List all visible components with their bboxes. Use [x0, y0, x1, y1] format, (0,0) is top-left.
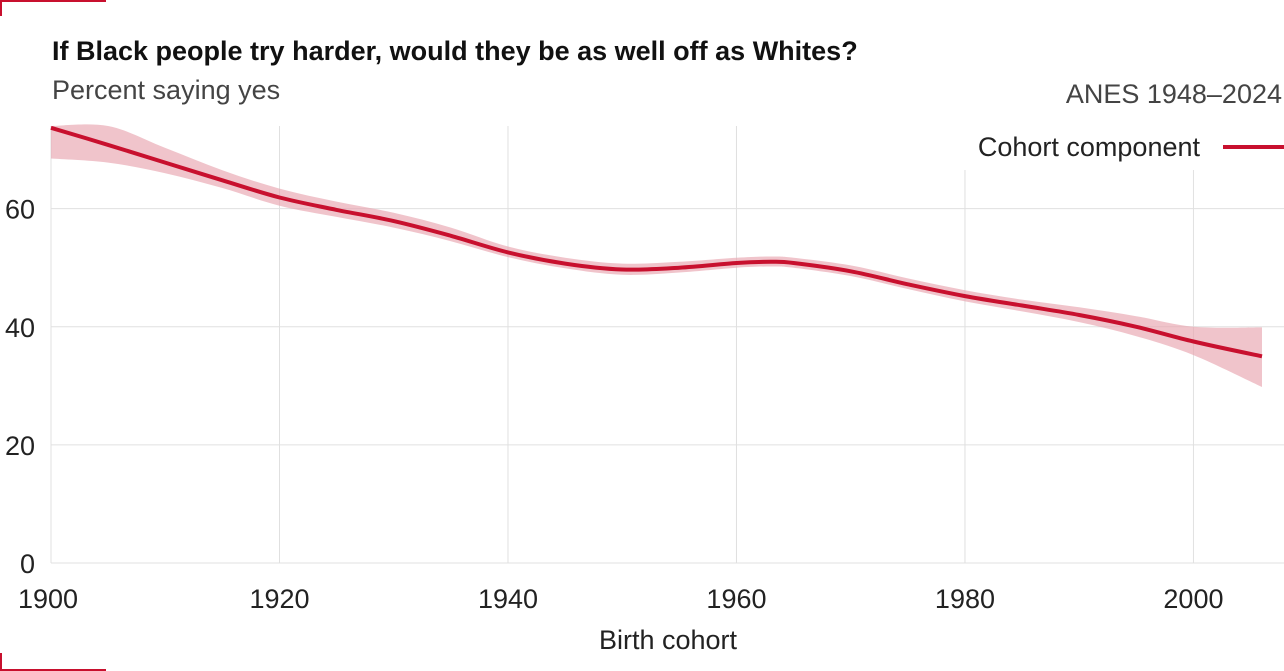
- corner-mark-top-horizontal: [0, 0, 106, 2]
- corner-mark-bottom-vertical: [0, 653, 2, 671]
- chart-source-label: ANES 1948–2024: [1065, 79, 1282, 109]
- tick-label-layer: 0 20 40 60 1900 1920 1940 1960 1980 2000: [5, 195, 1224, 614]
- x-tick-label: 1980: [935, 584, 995, 614]
- grid-layer: [50, 126, 1284, 564]
- confidence-band: [51, 124, 1262, 387]
- chart-title: If Black people try harder, would they b…: [52, 36, 858, 66]
- y-tick-label: 40: [5, 313, 35, 343]
- series-line-layer: [50, 125, 1263, 359]
- chart-subtitle: Percent saying yes: [52, 75, 281, 105]
- corner-mark-top-vertical: [0, 0, 2, 16]
- x-tick-label: 1940: [478, 584, 538, 614]
- legend-label: Cohort component: [978, 132, 1201, 162]
- confidence-band-layer: [51, 124, 1262, 387]
- y-tick-label: 60: [5, 195, 35, 225]
- corner-mark-bottom-horizontal: [0, 669, 106, 671]
- x-tick-label: 2000: [1163, 584, 1223, 614]
- x-tick-label: 1960: [706, 584, 766, 614]
- x-tick-label: 1900: [18, 584, 78, 614]
- x-axis-label: Birth cohort: [599, 625, 738, 655]
- series-line: [50, 125, 1263, 359]
- y-tick-label: 0: [20, 549, 35, 579]
- x-tick-label: 1920: [249, 584, 309, 614]
- y-tick-label: 20: [5, 431, 35, 461]
